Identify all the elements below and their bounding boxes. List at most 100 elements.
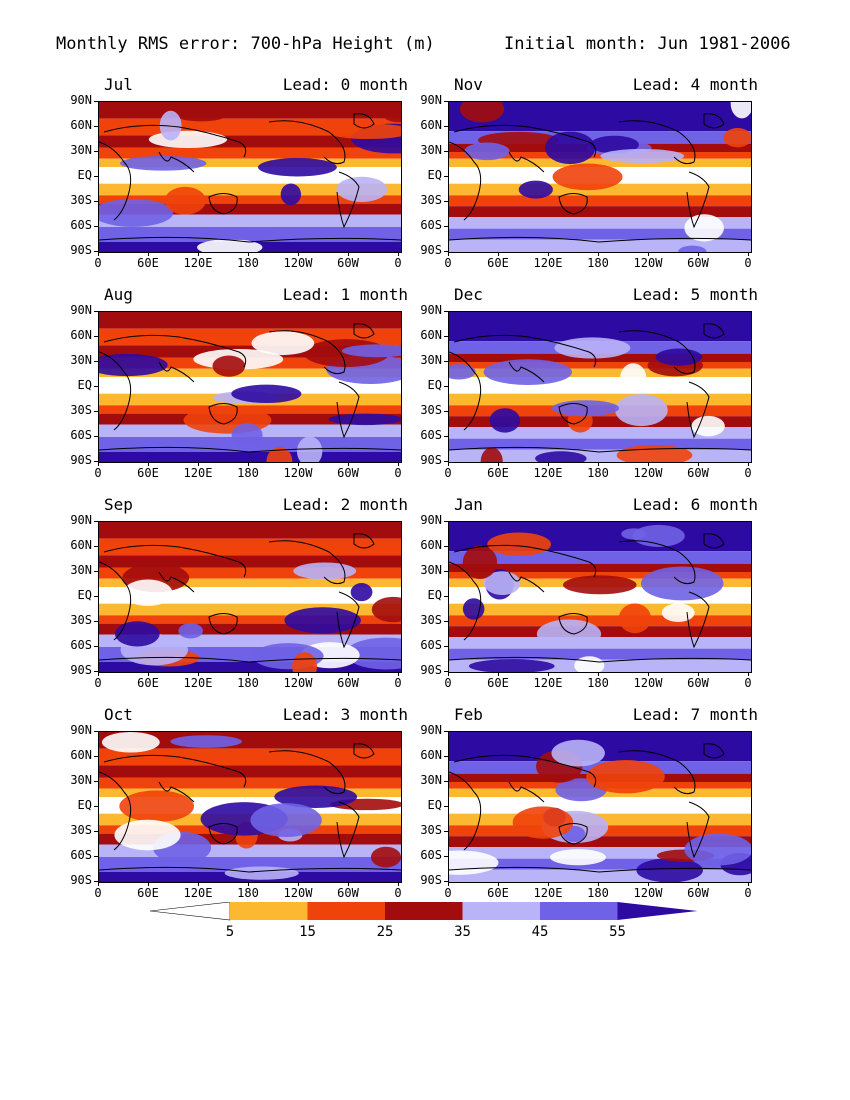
colorbar-tick-label: 15	[299, 924, 316, 940]
contour-blob	[615, 394, 668, 427]
coastline	[686, 591, 710, 649]
coastline	[99, 771, 132, 851]
latitude-tick-label: 90S	[420, 243, 442, 257]
contour-blob	[563, 575, 637, 595]
latitude-tick-label: 60N	[70, 328, 92, 342]
coastline	[558, 823, 588, 845]
latitude-tick	[444, 806, 448, 807]
longitude-tick	[698, 462, 699, 466]
longitude-tick-label: 60E	[137, 256, 159, 270]
coastline	[703, 743, 725, 759]
contour-band	[99, 183, 401, 196]
contour-blob	[101, 732, 160, 753]
longitude-tick-label: 120E	[533, 676, 563, 690]
figure-title: Monthly RMS error: 700-hPa Height (m)	[56, 34, 435, 54]
coastline	[103, 334, 247, 368]
contour-blob	[345, 637, 401, 670]
colorbar-tick-label: 5	[225, 924, 235, 940]
coastline	[618, 540, 696, 585]
contour-blob	[148, 130, 228, 149]
latitude-tick	[94, 176, 98, 177]
rms-error-map	[98, 521, 402, 673]
contour-band	[99, 777, 401, 789]
longitude-tick	[98, 462, 99, 466]
coastline	[336, 591, 360, 649]
latitude-tick	[94, 856, 98, 857]
latitude-tick	[94, 596, 98, 597]
contour-band	[449, 637, 751, 649]
latitude-tick-label: 90N	[420, 93, 442, 107]
colorbar-tick-label: 35	[454, 924, 471, 940]
latitude-tick	[94, 521, 98, 522]
coastline	[618, 120, 696, 165]
longitude-tick-label: 120E	[533, 466, 563, 480]
contour-blob	[231, 384, 302, 404]
longitude-tick-label: 0	[444, 466, 452, 480]
latitude-tick-label: 60S	[420, 848, 442, 862]
coastline	[449, 771, 482, 851]
contour-blob	[292, 652, 318, 672]
longitude-tick	[598, 252, 599, 256]
longitude-tick-label: 0	[744, 676, 752, 690]
longitude-tick-label: 120E	[183, 676, 213, 690]
contour-blob	[551, 400, 620, 417]
contour-band	[99, 765, 401, 778]
contour-blob	[464, 142, 510, 161]
longitude-tick	[198, 882, 199, 886]
panel-month-label: Dec	[454, 285, 483, 304]
latitude-tick-label: 30S	[420, 613, 442, 627]
contour-band	[99, 538, 401, 556]
longitude-tick-label: 0	[444, 676, 452, 690]
longitude-tick	[498, 252, 499, 256]
map-panel: Nov Lead: 4 month 90N 60N 30N EQ 30S 60S 90S 0 60E…	[420, 75, 808, 291]
coastline	[268, 120, 346, 165]
latitude-tick-label: 90S	[420, 453, 442, 467]
contour-blob	[589, 135, 639, 154]
rms-error-map	[98, 731, 402, 883]
latitude-tick	[94, 201, 98, 202]
latitude-tick-label: 30S	[420, 193, 442, 207]
latitude-tick-label: 60S	[70, 218, 92, 232]
coastline	[449, 866, 751, 873]
contour-band	[449, 368, 751, 377]
longitude-tick-label: 0	[744, 466, 752, 480]
panel-month-label: Aug	[104, 285, 133, 304]
contour-band	[99, 147, 401, 159]
contour-blob	[491, 241, 536, 252]
coastline	[508, 571, 545, 593]
latitude-tick-label: 90S	[70, 453, 92, 467]
contour-blob	[257, 157, 337, 177]
contour-blob	[350, 583, 373, 602]
contour-band	[449, 438, 751, 450]
latitude-tick-label: 60N	[420, 748, 442, 762]
contour-blob	[371, 596, 401, 623]
longitude-tick	[348, 252, 349, 256]
initial-month-label: Initial month: Jun 1981-2006	[504, 34, 791, 54]
latitude-tick	[444, 546, 448, 547]
longitude-tick-label: 120W	[633, 256, 663, 270]
map-panel: Sep Lead: 2 month 90N 60N 30N EQ 30S 60S 90S 0 60E…	[70, 495, 458, 711]
longitude-tick	[448, 462, 449, 466]
contour-band	[449, 416, 751, 427]
contour-band	[449, 183, 751, 196]
coastline	[618, 330, 696, 375]
contour-band	[449, 603, 751, 616]
latitude-tick-label: 30N	[420, 563, 442, 577]
latitude-tick	[94, 731, 98, 732]
contour-blob	[586, 759, 665, 794]
contour-band	[449, 217, 751, 229]
coastline	[103, 544, 247, 578]
latitude-tick-label: 30N	[70, 353, 92, 367]
contour-blob	[164, 186, 206, 215]
panel-month-label: Jan	[454, 495, 483, 514]
contour-band	[449, 393, 751, 406]
latitude-tick	[444, 596, 448, 597]
contour-blob	[197, 239, 263, 252]
longitude-tick	[398, 672, 399, 676]
coastline	[158, 781, 195, 803]
longitude-tick	[548, 672, 549, 676]
latitude-tick-label: 90N	[420, 723, 442, 737]
coastline	[449, 141, 482, 221]
latitude-tick	[444, 436, 448, 437]
contour-blob	[640, 566, 724, 601]
